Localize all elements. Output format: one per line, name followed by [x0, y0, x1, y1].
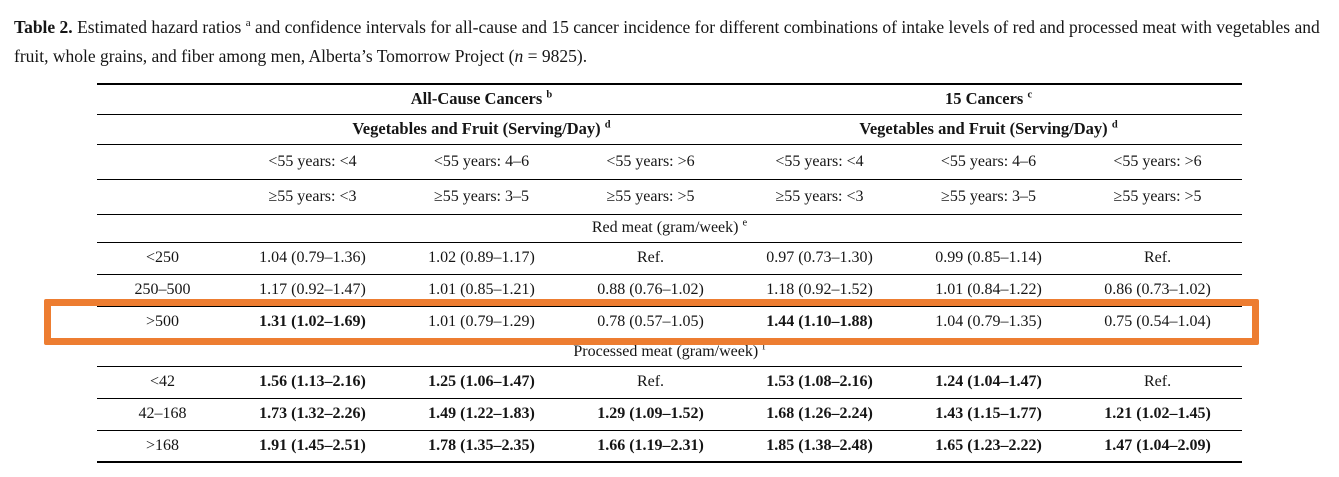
value-cell: 1.91 (1.45–2.51): [259, 436, 366, 454]
row-label: 42–168: [138, 405, 187, 422]
value-cell: 1.01 (0.84–1.22): [935, 281, 1042, 298]
group-header-15-cancers-text: 15 Cancers: [944, 89, 1024, 109]
spacer-cell: [97, 114, 228, 144]
value-cell: 1.53 (1.08–2.16): [766, 373, 873, 390]
section-header-row: Processed meat (gram/week) f: [97, 338, 1243, 366]
row-label: <250: [145, 249, 180, 266]
section-header-text: Processed meat (gram/week): [573, 343, 759, 360]
subgroup-header-veg-fruit: Vegetables and Fruit (Serving/Day) d: [228, 114, 735, 144]
age-header-cell: <55 years: 4–6: [940, 152, 1037, 170]
age-header-cell: <55 years: 4–6: [433, 152, 530, 170]
group-header-15-cancers-superscript: c: [1027, 89, 1033, 101]
value-cell: 0.86 (0.73–1.02): [1104, 281, 1211, 298]
age-header-row-1: <55 years: <4 <55 years: 4–6 <55 years: >6…: [97, 144, 1243, 179]
value-cell: 1.04 (0.79–1.36): [259, 249, 366, 266]
value-cell: 0.78 (0.57–1.05): [597, 313, 704, 330]
row-label: 250–500: [134, 281, 191, 298]
group-header-15-cancers: 15 Cancers c: [735, 84, 1242, 114]
value-cell: Ref.: [1143, 373, 1172, 390]
subgroup-header-veg-fruit: Vegetables and Fruit (Serving/Day) d: [735, 114, 1242, 144]
section-header: Processed meat (gram/week) f: [97, 338, 1242, 366]
age-header-cell: ≥55 years: 3–5: [941, 187, 1037, 205]
group-header-row: All-Cause Cancers b 15 Cancers c: [97, 84, 1243, 114]
section-header: Red meat (gram/week) e: [97, 214, 1242, 242]
table-row: 250–500 1.17 (0.92–1.47) 1.01 (0.85–1.21) 0…: [97, 274, 1243, 306]
value-cell: 1.56 (1.13–2.16): [259, 373, 366, 390]
subgroup-header-row: Vegetables and Fruit (Serving/Day) d Vege…: [97, 114, 1243, 144]
value-cell: Ref.: [636, 373, 665, 390]
value-cell: 1.43 (1.15–1.77): [935, 405, 1042, 422]
subgroup-header-veg-fruit-text: Vegetables and Fruit (Serving/Day): [859, 119, 1108, 138]
table-row: >168 1.91 (1.45–2.51) 1.78 (1.35–2.35) 1.66…: [97, 430, 1243, 462]
hazard-table: All-Cause Cancers b 15 Cancers c Vegetable…: [97, 83, 1243, 463]
caption-segment: and confidence intervals for all-cause a…: [14, 17, 1320, 66]
spacer-cell: [97, 144, 228, 179]
value-cell: 1.01 (0.85–1.21): [428, 281, 535, 298]
value-cell: 0.88 (0.76–1.02): [597, 281, 704, 298]
age-header-cell: ≥55 years: >5: [1113, 187, 1202, 205]
value-cell: 1.31 (1.02–1.69): [259, 313, 366, 330]
age-header-cell: ≥55 years: <3: [775, 187, 864, 205]
caption-segment: = 9825).: [523, 46, 588, 66]
value-cell: 1.25 (1.06–1.47): [428, 373, 535, 390]
age-header-cell: <55 years: <4: [775, 152, 864, 170]
value-cell: 1.85 (1.38–2.48): [766, 436, 873, 454]
table-row: <250 1.04 (0.79–1.36) 1.02 (0.89–1.17) Ref.…: [97, 242, 1243, 274]
group-header-all-cause: All-Cause Cancers b: [228, 84, 735, 114]
age-header-cell: <55 years: >6: [606, 152, 695, 170]
section-header-superscript: e: [742, 217, 748, 229]
caption-segment: n: [514, 46, 524, 66]
value-cell: 0.75 (0.54–1.04): [1104, 313, 1211, 330]
value-cell: 1.02 (0.89–1.17): [428, 249, 535, 266]
table-row: 42–168 1.73 (1.32–2.26) 1.49 (1.22–1.83) 1.…: [97, 398, 1243, 430]
age-header-cell: ≥55 years: 3–5: [434, 187, 529, 205]
value-cell: 0.97 (0.73–1.30): [766, 249, 873, 266]
value-cell: 1.78 (1.35–2.35): [428, 436, 535, 454]
age-header-cell: ≥55 years: >5: [606, 187, 695, 205]
age-header-cell: ≥55 years: <3: [268, 187, 357, 205]
row-label: <42: [149, 373, 176, 390]
row-label: >500: [145, 313, 180, 330]
table-row: <42 1.56 (1.13–2.16) 1.25 (1.06–1.47) Ref. 1…: [97, 366, 1243, 398]
value-cell: 0.99 (0.85–1.14): [935, 249, 1042, 266]
section-header-row: Red meat (gram/week) e: [97, 214, 1243, 242]
age-header-cell: <55 years: >6: [1113, 152, 1202, 170]
table-area: All-Cause Cancers b 15 Cancers c Vegetable…: [0, 83, 1339, 463]
subgroup-header-veg-fruit-superscript: d: [1111, 119, 1118, 131]
value-cell: 1.04 (0.79–1.35): [935, 313, 1042, 330]
value-cell: 1.29 (1.09–1.52): [597, 405, 704, 422]
value-cell: Ref.: [636, 249, 665, 266]
age-header-cell: <55 years: <4: [268, 152, 357, 170]
value-cell: 1.49 (1.22–1.83): [428, 405, 535, 422]
group-header-all-cause-superscript: b: [546, 89, 553, 101]
value-cell: 1.73 (1.32–2.26): [259, 405, 366, 422]
age-header-row-2: ≥55 years: <3 ≥55 years: 3–5 ≥55 years: >5…: [97, 179, 1243, 214]
subgroup-header-veg-fruit-text: Vegetables and Fruit (Serving/Day): [352, 119, 601, 138]
value-cell: 1.66 (1.19–2.31): [597, 436, 704, 454]
value-cell: 1.47 (1.04–2.09): [1104, 436, 1211, 454]
section-header-superscript: f: [762, 341, 766, 353]
section-header-text: Red meat (gram/week): [591, 219, 739, 236]
group-header-all-cause-text: All-Cause Cancers: [410, 89, 543, 109]
hazard-table-body: All-Cause Cancers b 15 Cancers c Vegetable…: [97, 84, 1243, 462]
table-row: >500 1.31 (1.02–1.69) 1.01 (0.79–1.29) 0.78…: [97, 306, 1243, 338]
subgroup-header-veg-fruit-superscript: d: [604, 119, 611, 131]
caption-segment: Table 2.: [14, 17, 73, 37]
value-cell: Ref.: [1143, 249, 1172, 266]
value-cell: 1.18 (0.92–1.52): [766, 281, 873, 298]
value-cell: 1.01 (0.79–1.29): [428, 313, 535, 330]
caption-segment: a: [245, 17, 251, 30]
caption-segment: Estimated hazard ratios: [72, 17, 246, 37]
row-label: >168: [145, 436, 180, 454]
value-cell: 1.21 (1.02–1.45): [1104, 405, 1211, 422]
spacer-cell: [97, 179, 228, 214]
value-cell: 1.68 (1.26–2.24): [766, 405, 873, 422]
spacer-cell: [97, 84, 228, 114]
table-caption: Table 2. Estimated hazard ratios a and c…: [0, 0, 1339, 71]
value-cell: 1.44 (1.10–1.88): [766, 313, 873, 330]
value-cell: 1.24 (1.04–1.47): [935, 373, 1042, 390]
value-cell: 1.65 (1.23–2.22): [935, 436, 1042, 454]
value-cell: 1.17 (0.92–1.47): [259, 281, 366, 298]
